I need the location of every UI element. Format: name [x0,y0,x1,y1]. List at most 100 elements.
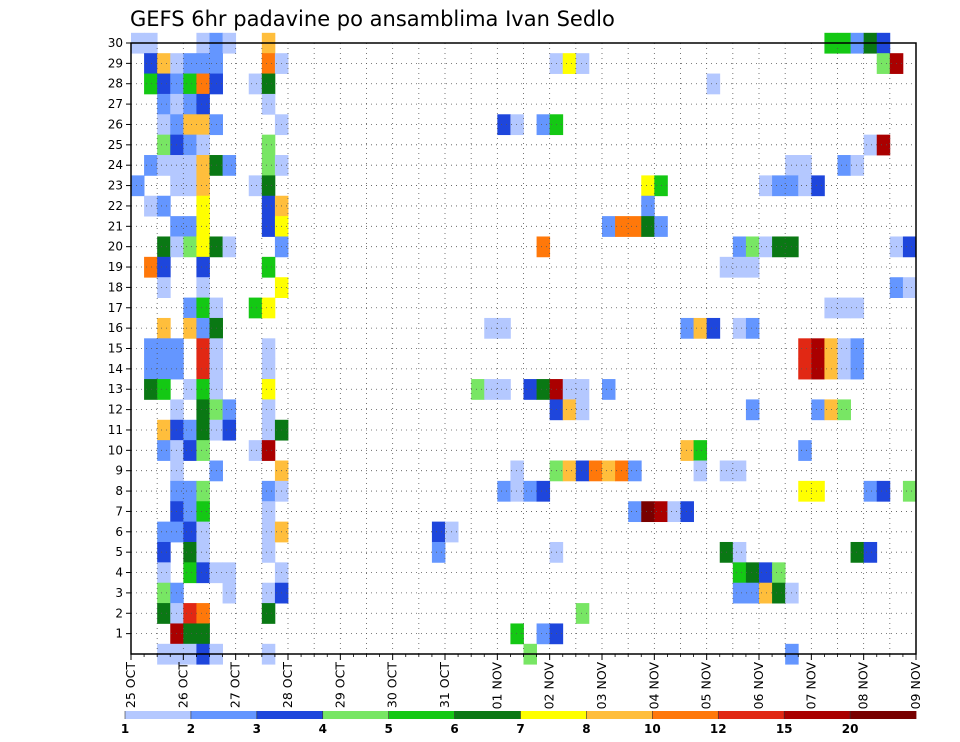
heatmap-cell [157,134,171,156]
heatmap-cell [863,480,878,502]
heatmap-cell [183,134,197,156]
heatmap-cell [745,399,760,421]
y-tick-label: 26 [108,117,123,131]
x-tick-label: 08 NOV [856,662,871,710]
heatmap-cell [196,114,210,136]
heatmap-cell [575,379,590,400]
heatmap-cell [248,440,263,461]
heatmap-cell [562,460,577,482]
heatmap-cell [196,623,210,645]
heatmap-cell [183,480,197,502]
heatmap-cell [510,480,524,502]
heatmap-cell [732,236,747,258]
heatmap-cell [196,358,210,380]
heatmap-cell [157,236,171,258]
x-tick-label: 04 NOV [646,662,661,710]
heatmap-cell [196,562,210,584]
heatmap-cell [759,236,773,258]
heatmap-cell [144,155,158,176]
heatmap-cell [183,603,197,624]
heatmap-cell [261,501,276,523]
grid-lines [131,43,916,654]
heatmap-cell [850,338,865,360]
x-tick-label: 25 OCT [123,662,138,708]
heatmap-cell [772,582,786,604]
heatmap-cell [157,93,171,115]
heatmap-cell [144,53,158,74]
heatmap-cell [196,216,210,237]
heatmap-cell [261,480,276,502]
heatmap-cell [850,155,865,176]
heatmap-cell [157,73,171,95]
heatmap-cell [510,623,524,645]
y-tick-label: 30 [108,36,123,50]
y-tick-label: 1 [115,627,123,641]
heatmap-cell [196,155,210,176]
heatmap-cell [183,216,197,237]
x-tick-label: 28 OCT [280,662,295,708]
heatmap-cell [157,419,171,441]
heatmap-cell [261,379,276,400]
heatmap-cell [196,419,210,441]
colorbar-label: 6 [450,722,458,736]
colorbar-segment [256,711,324,719]
y-tick-label: 24 [108,158,123,172]
heatmap-cell [523,379,537,400]
heatmap-cell [602,216,616,237]
heatmap-cell [261,53,276,74]
colorbar-label: 1 [121,722,129,736]
heatmap-cell [759,562,773,584]
heatmap-cell [157,155,171,176]
heatmap-cell [745,317,760,339]
heatmap-cell [261,399,276,421]
heatmap-cell [196,256,210,278]
heatmap-cell [693,460,708,482]
heatmap-cell [222,582,237,604]
heatmap-cell [837,155,851,176]
heatmap-cell [157,603,171,624]
heatmap-cell [811,175,825,197]
chart-title: GEFS 6hr padavine po ansamblima Ivan Sed… [130,7,615,31]
heatmap-cell [183,440,197,461]
y-tick-label: 10 [108,443,123,457]
heatmap-cell [183,317,197,339]
x-tick-label: 07 NOV [803,662,818,710]
heatmap-cell [837,297,851,319]
y-tick-label: 19 [108,260,123,274]
colorbar-label: 3 [253,722,261,736]
heatmap-cell [484,317,498,339]
heatmap-cell [523,480,537,502]
heatmap-cell [575,53,590,74]
x-axis: 25 OCT 26 OCT 27 OCT 28 OCT 29 OCT 30 OCT 31 O… [123,654,923,709]
colorbar-segment [125,711,192,719]
heatmap-cell [183,155,197,176]
heatmap-cell [157,358,171,380]
heatmap-cell [157,562,171,584]
heatmap-cell [261,216,276,237]
y-tick-label: 21 [108,219,123,233]
colorbar-segment [850,711,917,719]
colorbar-segment [586,711,653,719]
heatmap-cell [261,603,276,624]
y-tick-label: 29 [108,56,123,70]
heatmap-cell [745,256,760,278]
colorbar-label: 2 [187,722,195,736]
heatmap-cell [222,419,237,441]
heatmap-cell [732,582,747,604]
y-tick-label: 7 [115,504,123,518]
heatmap-cell [837,358,851,380]
x-tick-label: 30 OCT [385,662,400,708]
heatmap-cells [131,32,917,665]
heatmap-cell [196,277,210,298]
heatmap-cell [732,317,747,339]
heatmap-cell [732,256,747,278]
colorbar-label: 20 [842,722,859,736]
colorbar-segment [718,711,785,719]
heatmap-cell [863,134,878,156]
x-tick-label: 03 NOV [594,662,609,710]
heatmap-cell [196,134,210,156]
heatmap-cell [497,480,511,502]
heatmap-cell [196,338,210,360]
heatmap-cell [497,317,511,339]
